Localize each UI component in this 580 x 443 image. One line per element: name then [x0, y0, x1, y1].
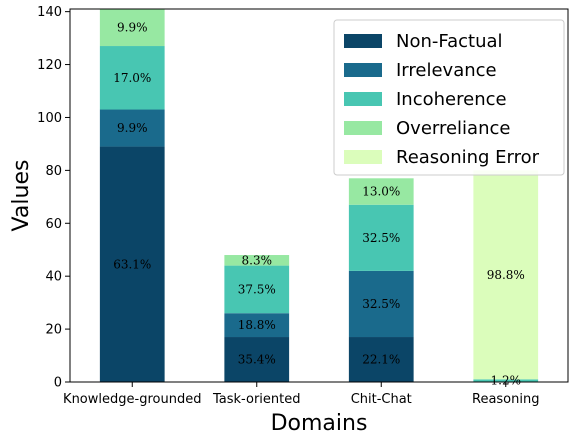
y-tick-label: 140 — [37, 5, 62, 20]
segment-label-chit-chat-non-factual: 22.1% — [362, 353, 400, 367]
legend-swatch-non-factual — [344, 34, 382, 48]
x-axis-title: Domains — [271, 411, 368, 436]
segment-label-reasoning-incoherence: 1.2% — [491, 374, 522, 388]
y-tick-label: 100 — [37, 111, 62, 126]
segment-label-knowledge-grounded-irrelevance: 9.9% — [117, 121, 148, 135]
legend-label-irrelevance: Irrelevance — [396, 60, 497, 81]
bar-task-oriented-incoherence — [224, 265, 290, 314]
y-tick-label: 40 — [45, 270, 62, 285]
legend-label-overreliance: Overreliance — [396, 118, 510, 139]
segment-label-knowledge-grounded-incoherence: 17.0% — [113, 71, 151, 85]
legend-swatch-irrelevance — [344, 63, 382, 77]
bar-chit-chat-non-factual — [348, 337, 414, 382]
plot-frame — [69, 8, 569, 383]
segment-label-task-oriented-incoherence: 37.5% — [238, 282, 276, 296]
x-tick-label-reasoning: Reasoning — [472, 392, 539, 407]
y-tick-label: 80 — [45, 164, 62, 179]
bar-knowledge-grounded-overreliance — [99, 9, 165, 47]
segment-label-reasoning-reasoning-error: 98.8% — [487, 268, 525, 282]
segment-labels-group: 63.1% 9.9% 17.0% 9.9% 35.4% 18.8% 37.5% 8.3% 22.… — [113, 21, 525, 388]
bar-chit-chat-incoherence — [348, 204, 414, 271]
x-ticks-group: Knowledge-grounded Task-oriented Chit-Chat… — [63, 382, 539, 407]
legend-label-reasoning-error: Reasoning Error — [396, 147, 540, 168]
y-ticks-group: 0 20 40 60 80 100 120 140 — [37, 5, 70, 391]
y-axis-title: Values — [9, 160, 34, 232]
bar-task-oriented-non-factual — [224, 337, 290, 382]
legend: Non-Factual Irrelevance Incoherence Overrel… — [333, 19, 565, 176]
legend-swatch-incoherence — [344, 92, 382, 106]
segment-label-task-oriented-irrelevance: 18.8% — [238, 318, 276, 332]
bar-chit-chat-overreliance — [348, 178, 414, 205]
axes-group — [69, 8, 569, 383]
bar-reasoning-reasoning-error — [473, 170, 539, 380]
bar-task-oriented-overreliance — [224, 255, 290, 266]
bar-chit-chat-irrelevance — [348, 270, 414, 338]
segment-label-task-oriented-overreliance: 8.3% — [242, 253, 273, 267]
bar-knowledge-grounded-incoherence — [99, 46, 165, 110]
x-tick-label-chit-chat: Chit-Chat — [351, 392, 412, 407]
legend-swatch-overreliance — [344, 121, 382, 135]
y-tick-label: 20 — [45, 323, 62, 338]
segment-label-chit-chat-overreliance: 13.0% — [362, 185, 400, 199]
bar-task-oriented-irrelevance — [224, 313, 290, 338]
legend-label-non-factual: Non-Factual — [396, 31, 503, 52]
segment-label-knowledge-grounded-non-factual: 63.1% — [113, 257, 151, 271]
legend-label-incoherence: Incoherence — [396, 89, 507, 110]
segment-label-knowledge-grounded-overreliance: 9.9% — [117, 21, 148, 35]
segment-label-chit-chat-incoherence: 32.5% — [362, 231, 400, 245]
legend-frame — [333, 19, 565, 176]
x-tick-label-knowledge-grounded: Knowledge-grounded — [63, 392, 201, 407]
segment-label-chit-chat-irrelevance: 32.5% — [362, 297, 400, 311]
segment-label-task-oriented-non-factual: 35.4% — [238, 353, 276, 367]
x-tick-label-task-oriented: Task-oriented — [212, 392, 300, 407]
legend-swatch-reasoning-error — [344, 150, 382, 164]
bars-group — [99, 9, 539, 382]
bar-knowledge-grounded-non-factual — [99, 146, 165, 382]
bar-knowledge-grounded-irrelevance — [99, 109, 165, 147]
y-tick-label: 120 — [37, 58, 62, 73]
bar-reasoning-incoherence — [473, 379, 539, 382]
y-tick-label: 0 — [54, 376, 62, 391]
y-tick-label: 60 — [45, 217, 62, 232]
